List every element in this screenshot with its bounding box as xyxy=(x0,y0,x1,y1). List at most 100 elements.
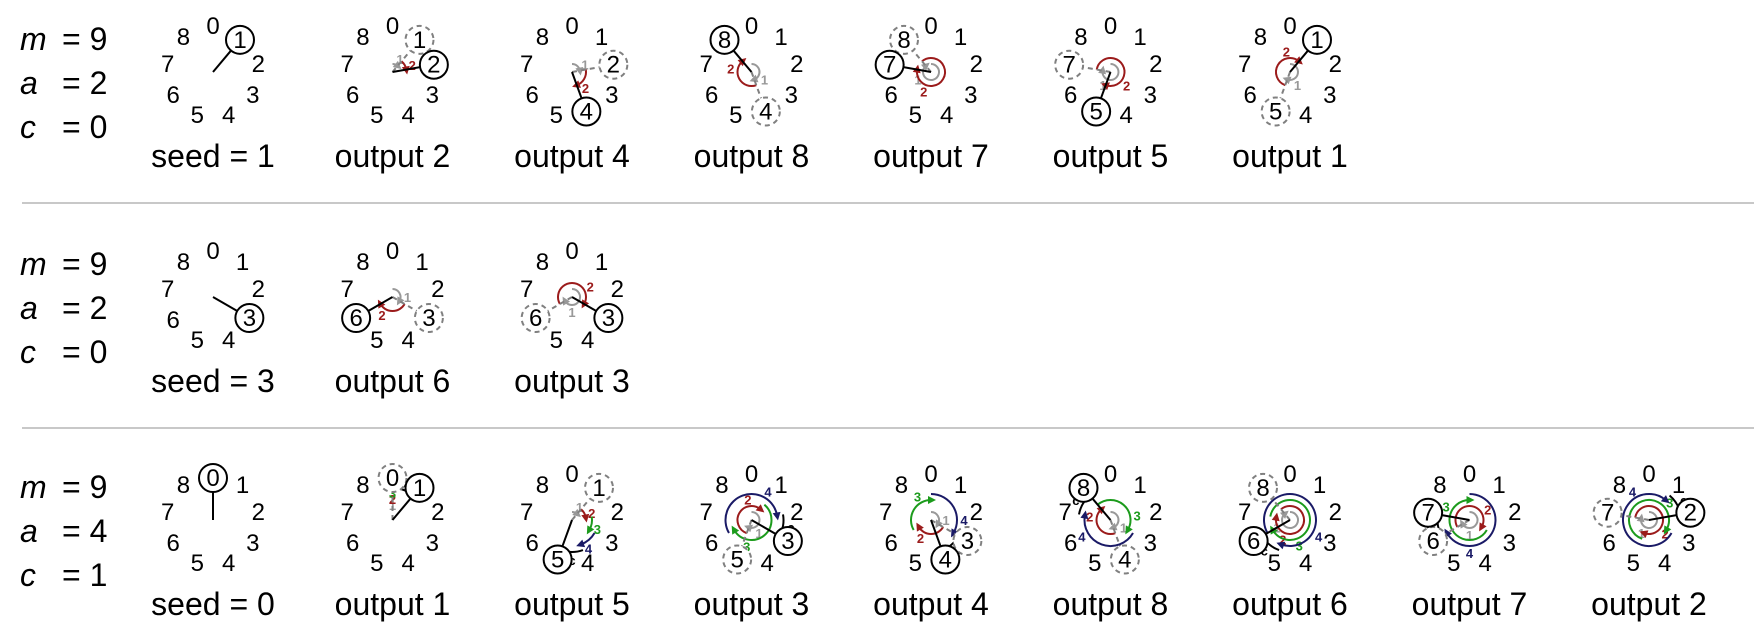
clock-3-4: 0123456781234c53output 3 xyxy=(694,461,810,622)
step-arc-1 xyxy=(1640,511,1658,529)
step-arc-2 xyxy=(736,60,757,87)
hour-number-3: 3 xyxy=(1323,82,1336,109)
previous-value-label: 3 xyxy=(961,528,974,555)
param-value-m: = 9 xyxy=(62,469,107,505)
hour-number-8: 8 xyxy=(1613,472,1626,499)
hour-number-1: 1 xyxy=(595,24,608,51)
clock-2-3: 0123456781263output 3 xyxy=(514,238,630,399)
hour-number-6: 6 xyxy=(885,530,898,557)
hour-number-5: 5 xyxy=(370,550,383,577)
clock-1-5: 0123456781287output 7 xyxy=(873,13,989,174)
previous-value-circle xyxy=(1248,472,1278,503)
current-value-label: 1 xyxy=(1310,27,1323,54)
hour-number-3: 3 xyxy=(1323,530,1336,557)
clock-caption: output 5 xyxy=(514,586,630,622)
step-arrow-1 xyxy=(562,296,571,306)
clock-hand xyxy=(751,519,777,535)
current-value-label: 1 xyxy=(233,27,246,54)
clock-hand xyxy=(571,296,597,312)
current-value-circle xyxy=(542,544,573,575)
step-label-1: 1 xyxy=(755,526,762,541)
clock-3-5: 0123456781234c34output 4 xyxy=(873,461,989,622)
step-label-3: 3 xyxy=(1442,500,1449,515)
previous-value-label: 7 xyxy=(1062,52,1075,79)
hour-number-4: 4 xyxy=(402,550,415,577)
step-label-4: 4 xyxy=(1466,546,1474,561)
hour-number-1: 1 xyxy=(954,24,967,51)
hour-number-0: 0 xyxy=(565,13,578,40)
step-arrow-1 xyxy=(749,74,759,83)
current-value-label: 2 xyxy=(1684,500,1697,527)
clock-3-8: 0123456781234c67output 7 xyxy=(1412,461,1528,622)
step-arc-2 xyxy=(1275,505,1305,535)
clock-3-1: 0123456780seed = 0 xyxy=(151,461,275,622)
hour-number-0: 0 xyxy=(1642,461,1655,488)
hour-number-5: 5 xyxy=(191,327,204,354)
step-label-2: 2 xyxy=(727,61,734,76)
hour-number-2: 2 xyxy=(970,51,983,78)
current-value-label: 1 xyxy=(413,475,426,502)
hour-number-7: 7 xyxy=(520,499,533,526)
step-arrow-2 xyxy=(755,504,765,513)
row-3: m= 9a= 4c= 10123456780seed = 00123456781… xyxy=(20,461,1707,622)
step-arrow-4 xyxy=(1660,495,1670,504)
clock-hand xyxy=(1289,49,1309,73)
step-label-3: 3 xyxy=(743,540,750,555)
param-name-c: c xyxy=(20,109,36,145)
params-block: m = 9 a = 2 c = 0 xyxy=(20,21,107,145)
clock-caption: output 8 xyxy=(694,138,810,174)
step-arrow-1 xyxy=(1279,510,1289,519)
step-arrow-2 xyxy=(1271,512,1280,522)
previous-value-label: 2 xyxy=(607,52,620,79)
hour-number-8: 8 xyxy=(536,24,549,51)
previous-value-circle xyxy=(889,24,919,55)
step-label-1: 1 xyxy=(581,58,588,73)
step-label-2: 2 xyxy=(1123,79,1130,94)
param-value-a: = 2 xyxy=(62,290,107,326)
hour-number-0: 0 xyxy=(565,238,578,265)
param-name-m: m xyxy=(20,469,47,505)
hour-number-7: 7 xyxy=(700,51,713,78)
hour-number-6: 6 xyxy=(1064,530,1077,557)
hour-number-5: 5 xyxy=(909,550,922,577)
hour-number-3: 3 xyxy=(785,82,798,109)
hour-number-0: 0 xyxy=(924,13,937,40)
step-arc-1 xyxy=(1461,511,1479,529)
hour-number-2: 2 xyxy=(431,499,444,526)
hour-number-5: 5 xyxy=(909,102,922,129)
step-label-4: 4 xyxy=(960,513,968,528)
step-arrow-3 xyxy=(586,525,595,535)
clock-1-7: 0123456781251output 1 xyxy=(1232,13,1348,174)
step-label-3: 3 xyxy=(1296,538,1303,553)
step-arrow-2 xyxy=(916,522,924,532)
step-arrow-2 xyxy=(581,513,590,523)
previous-value-label: 7 xyxy=(1601,500,1614,527)
step-label-1: 1 xyxy=(576,500,583,515)
step-arrow-1 xyxy=(575,66,584,76)
hour-number-3: 3 xyxy=(246,530,259,557)
previous-value-circle xyxy=(1260,96,1291,127)
current-value-label: 6 xyxy=(349,305,362,332)
hour-number-6: 6 xyxy=(705,82,718,109)
hour-number-6: 6 xyxy=(885,82,898,109)
hour-number-7: 7 xyxy=(1238,499,1251,526)
hour-number-6: 6 xyxy=(1064,82,1077,109)
hour-number-7: 7 xyxy=(341,51,354,78)
clock-caption: output 1 xyxy=(1232,138,1348,174)
clock-hand xyxy=(561,519,573,547)
step-arc-2 xyxy=(1454,505,1485,528)
param-name-c: c xyxy=(20,334,36,370)
hour-number-2: 2 xyxy=(252,499,265,526)
current-value-circle xyxy=(930,544,961,575)
row-2: m= 9a= 2c= 00123456783seed = 30123456781… xyxy=(20,238,630,399)
clock-caption: seed = 3 xyxy=(151,363,275,399)
hour-number-5: 5 xyxy=(1268,550,1281,577)
param-name-c: c xyxy=(20,557,36,593)
clock-hand xyxy=(930,519,942,547)
step-arrow-2 xyxy=(1639,530,1649,538)
current-value-label: 5 xyxy=(1089,98,1102,125)
hour-number-5: 5 xyxy=(550,102,563,129)
params-block: m = 9 a = 4 c = 1 xyxy=(20,469,107,593)
step-arrow-4 xyxy=(1276,541,1286,550)
